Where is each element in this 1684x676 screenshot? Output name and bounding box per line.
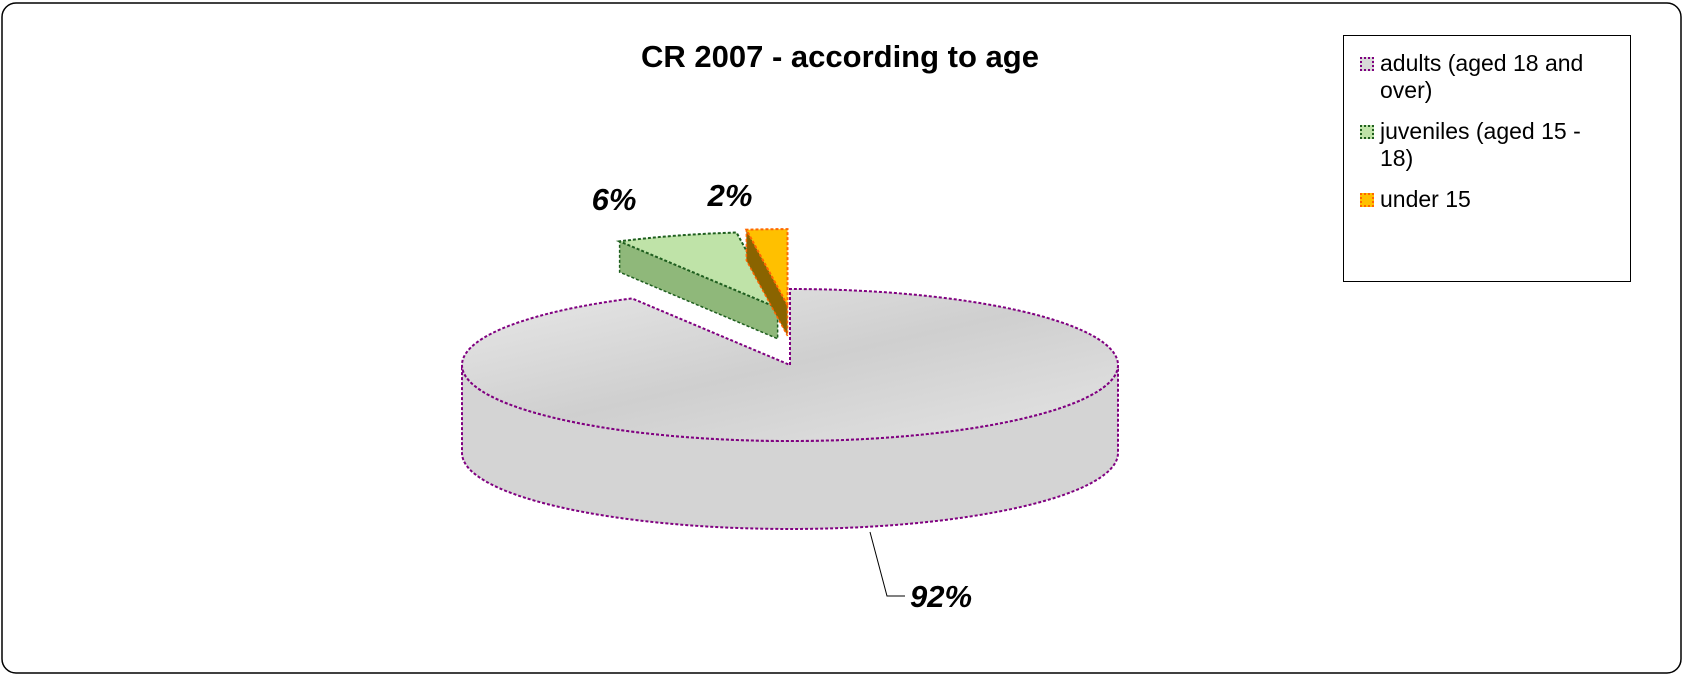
pie-slice-face [618,240,779,340]
legend-swatch [1360,57,1374,71]
legend-entry: juveniles (aged 15 - 18) [1360,118,1618,172]
chart-title: CR 2007 - according to age [641,39,1039,74]
data-label: 92% [910,579,972,614]
pie-slice [744,228,789,306]
legend-entry: adults (aged 18 and over) [1360,50,1618,104]
legend-label: juveniles (aged 15 - 18) [1380,118,1581,171]
leader-line [869,531,905,597]
data-label: 6% [592,182,637,217]
legend-label: adults (aged 18 and over) [1380,50,1584,103]
legend-label: under 15 [1380,186,1471,212]
pie-slice [461,287,1119,442]
legend-swatch [1360,193,1374,207]
legend-swatch [1360,125,1374,139]
pie-slice [615,231,780,310]
legend-entry: under 15 [1360,186,1618,213]
pie-side [461,364,1119,530]
data-label: 2% [707,178,753,213]
legend: adults (aged 18 and over) juveniles (aged… [1343,35,1631,282]
